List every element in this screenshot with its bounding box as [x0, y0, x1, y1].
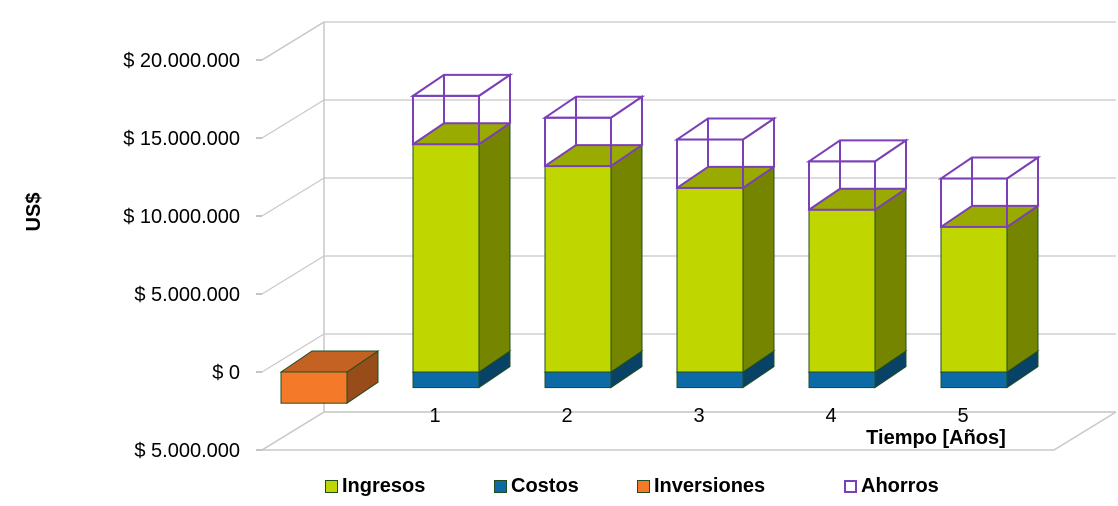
floor-right-edge — [1053, 411, 1117, 451]
bar-ingresos-front — [808, 209, 876, 373]
bar-ahorros-floor-edge — [412, 122, 445, 146]
bar-costos-front — [940, 371, 1008, 389]
legend-item: Inversiones — [637, 475, 765, 498]
bar-ahorros-top — [673, 117, 778, 141]
bar-ahorros-top — [805, 139, 910, 163]
y-tick-label: $ 5.000.000 — [134, 440, 240, 462]
y-tick-label: $ 20.000.000 — [123, 50, 240, 72]
legend-swatch — [494, 480, 507, 493]
bar-ingresos-side — [742, 165, 775, 373]
bar-group — [541, 94, 646, 389]
gridline-side — [261, 21, 325, 61]
bar-ahorros-top — [937, 156, 1042, 180]
legend-label: Ahorros — [861, 475, 939, 497]
bar-ahorros-front — [544, 116, 612, 168]
gridline-side — [261, 333, 325, 373]
legend-item: Ahorros — [844, 475, 939, 498]
bar-ahorros-floor-edge — [808, 187, 841, 211]
bar-group — [937, 155, 1042, 389]
gridline-side — [261, 99, 325, 139]
bar-ahorros-floor-edge — [940, 205, 973, 228]
legend-label: Inversiones — [654, 475, 766, 497]
y-tick-label: $ 10.000.000 — [123, 206, 240, 228]
bar-inversiones-front — [280, 371, 348, 404]
x-tick-label: 5 — [957, 405, 968, 427]
legend-label: Costos — [511, 475, 579, 497]
bar-ingresos-front — [544, 165, 612, 373]
bar-ingresos-front — [940, 226, 1008, 373]
bar-ingresos-front — [412, 143, 480, 373]
bar-ahorros-front — [940, 177, 1008, 228]
bar-costos-front — [676, 371, 744, 389]
legend-swatch — [844, 480, 857, 493]
gridline-side — [261, 411, 325, 451]
bar-costos-front — [808, 371, 876, 389]
bar-costos-front — [544, 371, 612, 389]
legend-label: Ingresos — [342, 475, 426, 497]
bar-ingresos-side — [610, 144, 643, 373]
bar-ingresos-side — [478, 122, 511, 373]
x-tick-label: 4 — [825, 405, 836, 427]
bar-ingresos-side — [1006, 204, 1039, 373]
gridline-side — [261, 255, 325, 295]
bar-ingresos-front — [676, 187, 744, 373]
legend: Ingresos Costos Inversiones Ahorros — [0, 470, 1118, 506]
bar-group — [409, 72, 514, 389]
y-tick-label: $ 15.000.000 — [123, 128, 240, 150]
bar-group — [805, 138, 910, 389]
legend-item: Ingresos — [325, 475, 425, 498]
y-tick-label: $ 0 — [212, 362, 240, 384]
x-tick-label: 3 — [693, 405, 704, 427]
bar-costos-front — [412, 371, 480, 389]
x-axis-ticks: 1 2 3 4 5 — [429, 405, 968, 427]
bar-ahorros-front — [808, 160, 876, 211]
bar-ahorros-floor-edge — [676, 166, 709, 189]
bar-ahorros-top — [409, 73, 514, 97]
bar-ahorros-floor-edge — [544, 144, 577, 167]
bar-group — [673, 116, 778, 389]
y-axis-label: US$ — [23, 193, 45, 232]
gridline-side — [261, 177, 325, 217]
x-axis-label: Tiempo [Años] — [866, 427, 1006, 449]
x-tick-label: 1 — [429, 405, 440, 427]
legend-item: Costos — [494, 475, 579, 498]
chart-bars — [279, 72, 1042, 405]
y-axis-ticks: $ 20.000.000 $ 15.000.000 $ 10.000.000 $ 5.… — [123, 50, 262, 462]
bar-ahorros-front — [676, 138, 744, 189]
x-tick-label: 2 — [561, 405, 572, 427]
bar-group — [279, 350, 380, 405]
y-tick-label: $ 5.000.000 — [134, 284, 240, 306]
legend-swatch — [325, 480, 338, 493]
bar-ingresos-side — [874, 187, 907, 373]
legend-swatch — [637, 480, 650, 493]
bar-ahorros-front — [412, 94, 480, 146]
